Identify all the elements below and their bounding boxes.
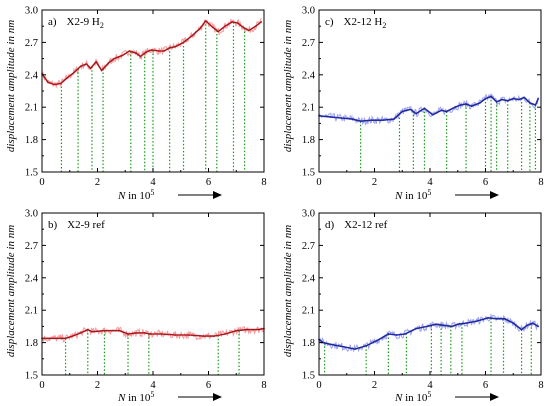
y-tick-label-b-1: 1.8	[25, 338, 38, 349]
y-axis-label-b: displacement amplitude in nm	[5, 225, 17, 357]
panel-title-c: c) X2-12 H2	[325, 16, 386, 30]
panel-b: displacement amplitude in nm N in 105 1.…	[5, 209, 267, 405]
y-tick-label-d-0: 1.5	[302, 371, 315, 382]
y-tick-label-a-5: 3.0	[25, 6, 38, 17]
panel-name-b: X2-9 ref	[67, 219, 105, 231]
y-tick-label-a-2: 2.1	[25, 103, 38, 114]
x-tick-label-c-3: 6	[483, 177, 488, 188]
y-tick-label-c-1: 1.8	[302, 135, 315, 146]
panel-title-d: d) X2-12 ref	[325, 219, 388, 231]
x-tick-label-b-3: 6	[206, 380, 211, 391]
y-axis-label-a: displacement amplitude in nm	[5, 20, 17, 152]
x-tick-label-c-1: 2	[372, 177, 377, 188]
panel-title-a: a) X2-9 H2	[48, 16, 104, 30]
panel-c: displacement amplitude in nm N in 105 1.…	[282, 6, 544, 203]
x-axis-arrow-b	[178, 393, 222, 401]
x-axis-arrow-d	[455, 393, 499, 401]
trend-line-d	[318, 317, 539, 350]
panel-letter-c: c)	[325, 16, 334, 28]
noise-band-a	[41, 18, 262, 88]
x-tick-label-d-0: 0	[316, 380, 321, 391]
x-tick-label-d-4: 8	[538, 380, 543, 391]
x-axis-label-unit: in 10	[125, 190, 151, 202]
trend-line-a	[41, 20, 262, 85]
y-tick-label-b-5: 3.0	[25, 209, 38, 220]
x-tick-label-c-0: 0	[316, 177, 321, 188]
x-tick-label-b-0: 0	[39, 380, 44, 391]
x-axis-label-exp: 5	[150, 188, 154, 197]
trend-line-b	[42, 328, 265, 339]
y-tick-label-d-4: 2.7	[302, 241, 315, 252]
trend-line-c	[318, 96, 539, 122]
y-tick-label-a-0: 1.5	[25, 168, 38, 179]
noise-band-d	[318, 313, 539, 353]
y-tick-label-b-4: 2.7	[25, 241, 38, 252]
x-tick-label-a-2: 4	[150, 177, 156, 188]
x-axis-label-b: N in 105	[117, 390, 154, 404]
plot-frame-b	[41, 212, 265, 376]
y-tick-label-b-2: 2.1	[25, 306, 38, 317]
y-tick-label-b-3: 2.4	[25, 273, 39, 284]
panel-letter-a: a)	[48, 16, 57, 28]
panel-d: displacement amplitude in nm N in 105 1.…	[282, 209, 544, 405]
x-axis-arrow-c	[455, 191, 499, 199]
y-tick-label-c-3: 2.4	[302, 70, 316, 81]
panel-a: displacement amplitude in nm N in 105 1.…	[5, 6, 267, 203]
y-tick-label-a-4: 2.7	[25, 38, 38, 49]
x-tick-label-a-1: 2	[95, 177, 100, 188]
x-tick-label-d-3: 6	[483, 380, 488, 391]
x-axis-label-c: N in 105	[394, 188, 431, 202]
y-tick-label-a-3: 2.4	[25, 70, 39, 81]
y-tick-label-c-2: 2.1	[302, 103, 315, 114]
y-tick-label-b-0: 1.5	[25, 371, 38, 382]
y-tick-label-c-0: 1.5	[302, 168, 315, 179]
y-tick-label-c-5: 3.0	[302, 6, 315, 17]
x-axis-label-a: N in 105	[117, 188, 154, 202]
series-line-d	[318, 316, 539, 350]
panel-name-a: X2-9 H	[67, 16, 100, 28]
panel-subscript-c: 2	[382, 21, 386, 30]
x-tick-label-a-4: 8	[261, 177, 266, 188]
x-tick-label-c-4: 8	[538, 177, 543, 188]
y-tick-label-d-5: 3.0	[302, 209, 315, 220]
x-tick-label-a-0: 0	[39, 177, 44, 188]
panel-name-d: X2-12 ref	[344, 219, 387, 231]
x-axis-label-var: N	[117, 190, 126, 202]
y-tick-label-c-4: 2.7	[302, 38, 315, 49]
y-tick-label-d-2: 2.1	[302, 306, 315, 317]
y-tick-label-a-1: 1.8	[25, 135, 38, 146]
y-axis-label-c: displacement amplitude in nm	[282, 20, 294, 152]
panel-title-b: b) X2-9 ref	[48, 219, 105, 231]
x-tick-label-b-2: 4	[150, 380, 156, 391]
x-tick-label-b-4: 8	[261, 380, 266, 391]
panel-subscript-a: 2	[100, 21, 104, 30]
plot-frame-a	[41, 9, 265, 173]
panel-letter-d: d)	[325, 219, 335, 231]
plot-frame-d	[318, 212, 542, 376]
x-tick-label-c-2: 4	[427, 177, 433, 188]
x-axis-arrow-a	[178, 191, 222, 199]
panel-letter-b: b)	[48, 219, 58, 231]
x-axis-label-d: N in 105	[394, 390, 431, 404]
y-axis-label-d: displacement amplitude in nm	[282, 225, 294, 357]
y-tick-label-d-1: 1.8	[302, 338, 315, 349]
x-tick-label-d-1: 2	[372, 380, 377, 391]
x-tick-label-b-1: 2	[95, 380, 100, 391]
y-tick-label-d-3: 2.4	[302, 273, 316, 284]
panel-name-c: X2-12 H	[344, 16, 383, 28]
noise-band-c	[318, 92, 539, 126]
x-tick-label-d-2: 4	[427, 380, 433, 391]
x-tick-label-a-3: 6	[206, 177, 211, 188]
